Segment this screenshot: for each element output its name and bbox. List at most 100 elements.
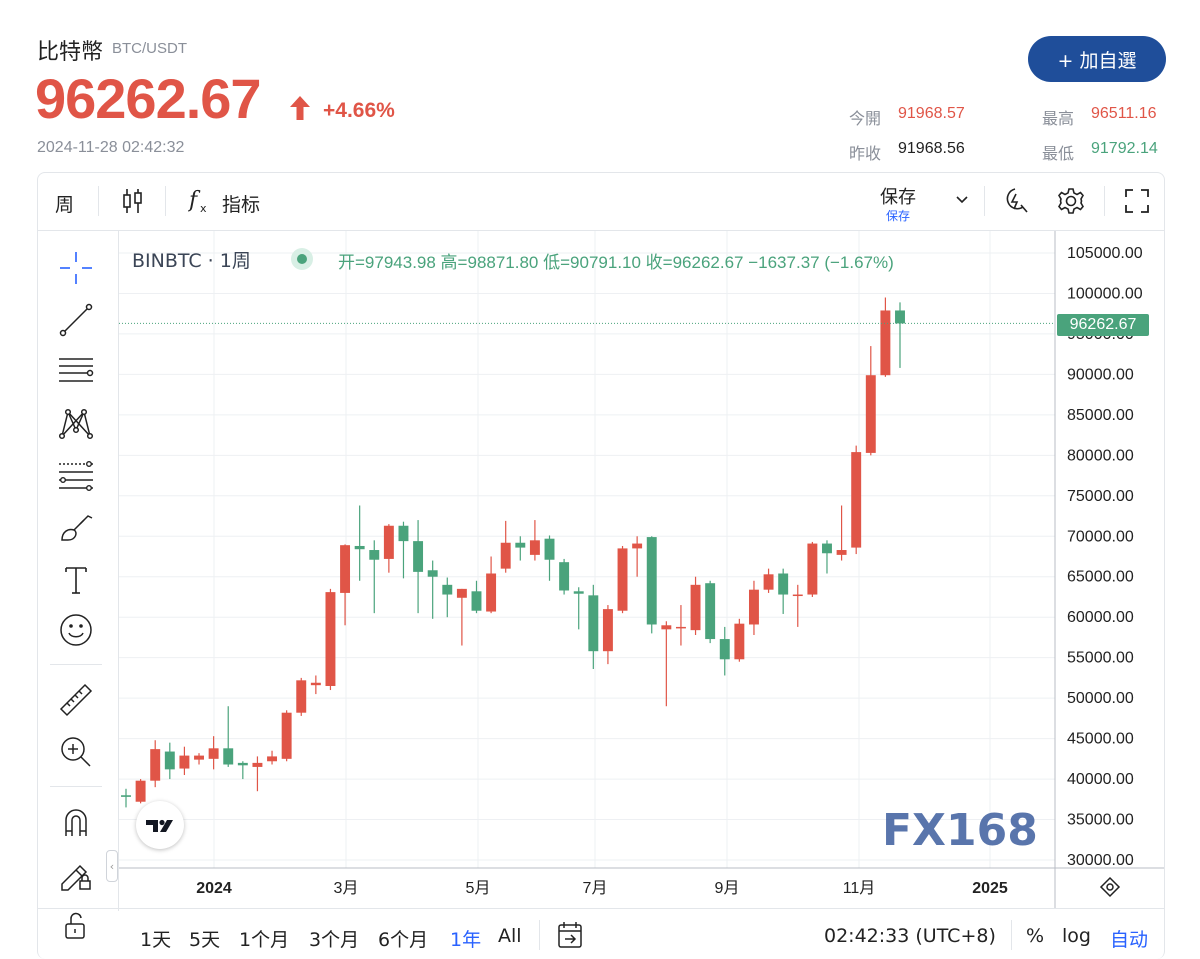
emoji-icon[interactable] (58, 612, 94, 648)
candle-body (822, 543, 832, 554)
y-tick-label: 100000.00 (1067, 285, 1143, 302)
toolbar-divider (98, 186, 99, 216)
candle-body (208, 748, 219, 759)
lock-drawing-icon[interactable] (58, 856, 94, 892)
candle-body (807, 543, 818, 595)
candles (119, 297, 1055, 808)
unlock-icon[interactable] (58, 912, 94, 942)
crosshair-icon[interactable] (58, 250, 94, 286)
low-value: 91792.14 (1091, 140, 1158, 157)
candle-type-icon[interactable] (122, 187, 144, 215)
range-button[interactable]: 1天 (140, 929, 172, 951)
ruler-icon[interactable] (58, 682, 94, 718)
interval-selector[interactable]: 周 (55, 194, 75, 216)
candle-body (865, 375, 876, 453)
save-sub-label: 保存 (886, 209, 911, 223)
range-button[interactable]: 3个月 (309, 929, 360, 951)
trend-line-icon[interactable] (58, 302, 94, 338)
chart-grid (119, 231, 1055, 868)
add-to-watchlist-button[interactable]: + 加自選 (1028, 36, 1166, 82)
y-tick-label: 30000.00 (1067, 852, 1134, 869)
fib-retracement-icon[interactable] (58, 458, 94, 494)
candle-body (354, 545, 365, 550)
candle-body (792, 594, 803, 597)
range-button[interactable]: All (498, 925, 522, 947)
candle-body (559, 562, 570, 591)
timezone-clock[interactable]: 02:42:33 (UTC+8) (824, 925, 996, 947)
goto-date-icon[interactable] (556, 920, 584, 950)
bottom-divider (539, 920, 540, 950)
alert-icon[interactable] (1002, 186, 1030, 216)
text-tool-icon[interactable] (58, 562, 94, 598)
candle-body (705, 583, 716, 640)
range-button[interactable]: 6个月 (378, 929, 429, 951)
candle-body (529, 540, 540, 555)
candle-body (150, 749, 161, 781)
candle-body (296, 680, 307, 713)
high-value: 96511.16 (1091, 105, 1157, 122)
range-button[interactable]: 5天 (189, 929, 221, 951)
auto-scale-toggle[interactable]: 自动 (1110, 929, 1149, 951)
prev-close-value: 91968.56 (898, 140, 965, 157)
pattern-tool-icon[interactable] (58, 406, 94, 442)
y-tick-label: 85000.00 (1067, 407, 1134, 424)
candle-body (369, 550, 380, 560)
y-tick-label: 50000.00 (1067, 690, 1134, 707)
candle-body (632, 543, 643, 549)
candle-body (164, 751, 175, 770)
candle-body (456, 588, 467, 598)
current-price-tag: 96262.67 (1057, 314, 1149, 336)
save-button[interactable]: 保存 (880, 187, 916, 208)
reset-axis-icon[interactable] (1099, 876, 1121, 898)
percent-scale-toggle[interactable]: % (1026, 925, 1045, 947)
bottom-bar-separator (38, 908, 1164, 909)
price-timestamp: 2024-11-28 02:42:32 (37, 139, 185, 156)
range-button[interactable]: 1年 (450, 929, 482, 951)
open-value: 91968.57 (898, 105, 965, 122)
candle-body (310, 682, 321, 686)
candle-body (763, 574, 774, 590)
fullscreen-icon[interactable] (1124, 188, 1150, 214)
range-button[interactable]: 1个月 (239, 929, 290, 951)
candle-body (778, 573, 789, 595)
candle-body (281, 712, 292, 759)
chevron-down-icon[interactable] (955, 195, 969, 205)
collapse-toolbar-handle[interactable]: ‹ (106, 850, 118, 882)
magnet-icon[interactable] (58, 804, 94, 840)
candle-body (690, 584, 701, 631)
candle-body (471, 591, 482, 611)
x-tick-label: 2024 (196, 880, 232, 897)
log-scale-toggle[interactable]: log (1062, 925, 1091, 947)
candle-body (895, 310, 905, 324)
candle-body (179, 755, 190, 769)
toolbar-border (118, 231, 119, 911)
brush-icon[interactable] (58, 510, 94, 546)
candle-body (617, 548, 628, 611)
tradingview-logo[interactable] (136, 801, 184, 849)
candle-body (135, 780, 146, 802)
prev-close-label: 昨收 (849, 144, 882, 163)
legend-symbol[interactable]: BINBTC · 1周 (132, 250, 251, 272)
candle-body (237, 762, 248, 766)
candle-body (515, 542, 526, 548)
candle-body (748, 589, 759, 625)
horizontal-lines-icon[interactable] (58, 354, 94, 390)
x-tick-label: 5月 (466, 880, 491, 897)
candle-body (836, 550, 847, 555)
zoom-in-icon[interactable] (58, 734, 94, 770)
toolbar-divider (984, 186, 985, 216)
x-tick-label: 3月 (334, 880, 359, 897)
candle-body (675, 626, 686, 629)
candle-body (223, 748, 234, 765)
candle-body (646, 537, 657, 625)
high-label: 最高 (1042, 109, 1075, 128)
candle-body (383, 525, 394, 559)
y-tick-label: 80000.00 (1067, 447, 1134, 464)
candle-body (880, 310, 891, 376)
settings-gear-icon[interactable] (1056, 186, 1086, 216)
candle-body (194, 755, 204, 760)
candle-body (340, 545, 351, 593)
indicators-button[interactable]: 指标 (222, 194, 261, 216)
candle-body (573, 591, 584, 594)
